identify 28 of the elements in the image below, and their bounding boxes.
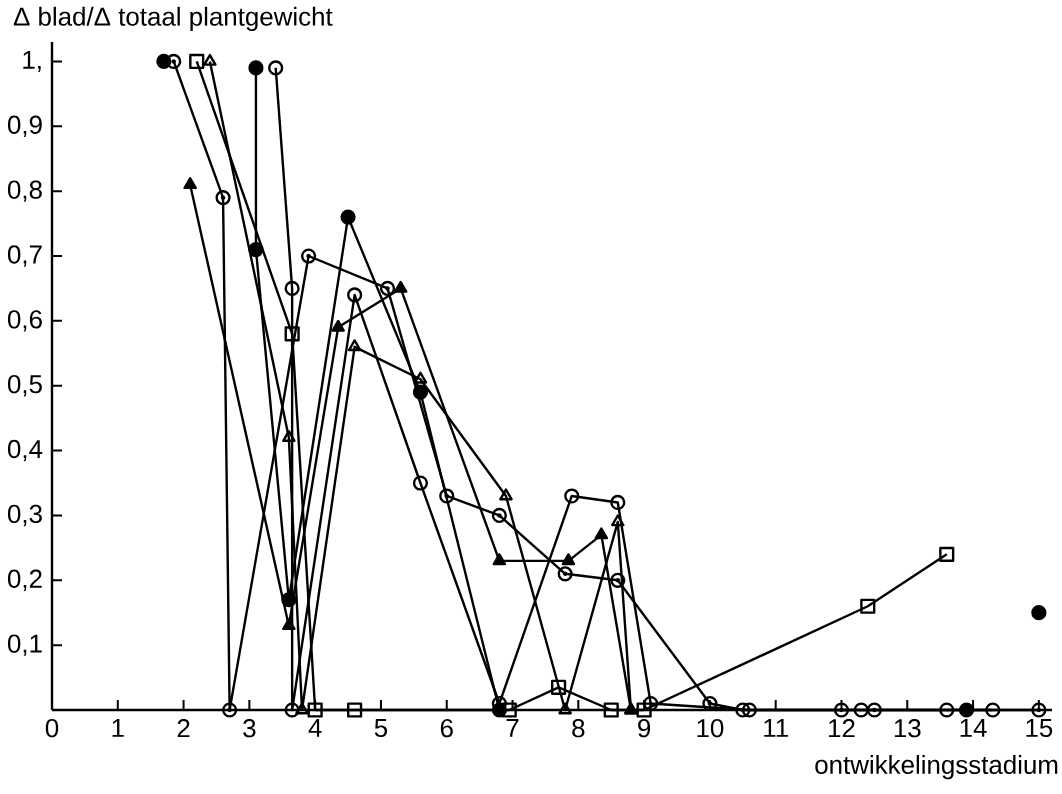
x-tick-label: 13: [894, 719, 921, 738]
y-tick-label: 0,4: [7, 439, 43, 462]
y-tick-label: 0,6: [7, 310, 42, 332]
x-tick-label: 8: [572, 719, 585, 738]
y-tick-label: 0,7: [7, 245, 42, 267]
x-tick-label: 1: [112, 719, 124, 737]
x-tick-label: 10: [697, 719, 724, 738]
x-tick-label: 3: [243, 719, 256, 738]
y-tick-label: 0,8: [7, 180, 42, 202]
y-tick-label: 0,9: [7, 115, 42, 137]
x-tick-label: 0: [45, 719, 59, 738]
y-axis-title: Δ blad/Δ totaal plantgewicht: [13, 6, 333, 31]
x-tick-label: 2: [177, 719, 190, 738]
y-tick-label: 0,5: [7, 375, 42, 397]
x-axis-title: ontwikkelingsstadium: [815, 755, 1058, 780]
y-tick-label: 1,: [23, 50, 41, 73]
x-tick-label: 4: [308, 719, 322, 737]
x-tick-label: 15: [1026, 719, 1053, 738]
x-tick-label: 14: [960, 719, 987, 737]
x-tick-label: 11: [764, 719, 788, 737]
x-tick-label: 12: [829, 719, 855, 738]
y-tick-label: 0,3: [7, 504, 42, 527]
x-tick-label: 9: [638, 719, 651, 738]
x-tick-label: 6: [440, 719, 453, 738]
x-tick-label: 5: [374, 719, 388, 738]
y-tick-label: 0,1: [7, 634, 42, 656]
y-tick-label: 0,2: [7, 569, 42, 591]
x-tick-label: 7: [506, 719, 519, 737]
